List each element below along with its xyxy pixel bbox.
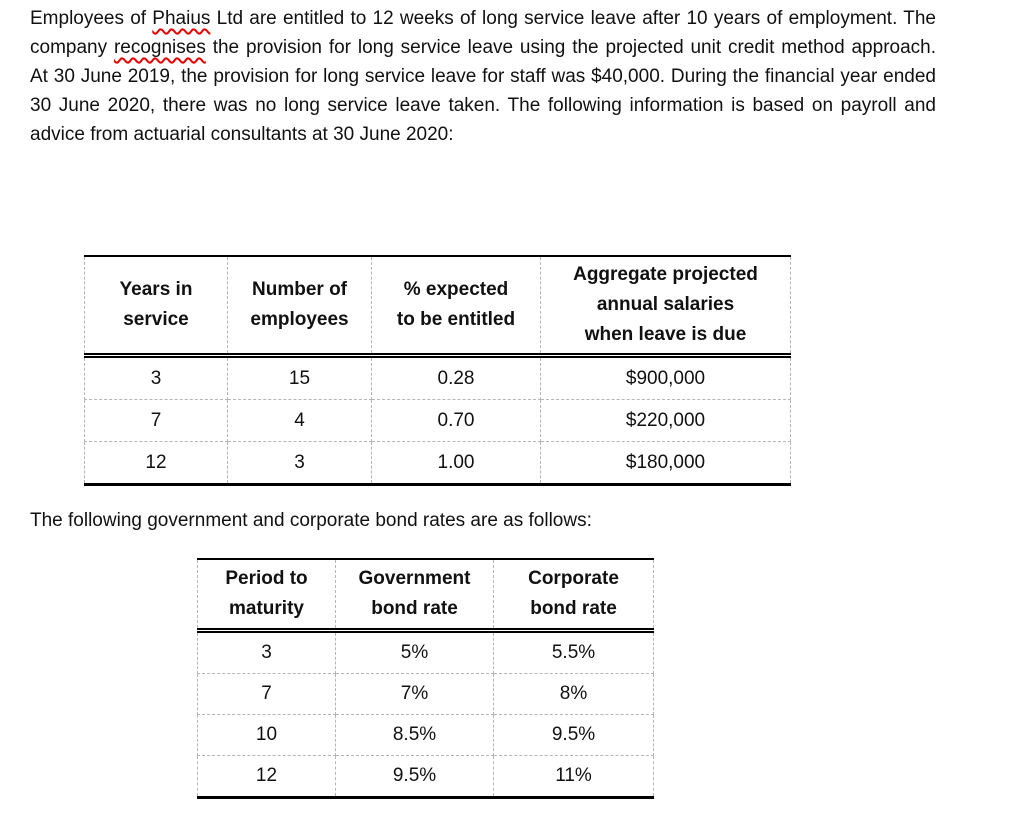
bond-table: Period to maturity Government bond rate Co… — [197, 558, 654, 799]
table-cell: 5.5% — [493, 630, 654, 674]
table-cell: 7 — [84, 399, 228, 442]
table-cell: 9.5% — [493, 714, 654, 756]
text-segment: the provision for long service leave usi… — [30, 37, 937, 145]
table-cell: 7% — [335, 673, 494, 715]
column-header: Number of employees — [227, 255, 372, 358]
salary-table-head: Years in service Number of employees% exp… — [84, 255, 791, 358]
table-cell: $900,000 — [540, 355, 791, 400]
salary-table: Years in service Number of employees% exp… — [84, 255, 791, 486]
table-cell: $220,000 — [540, 399, 791, 442]
table-cell: 8.5% — [335, 714, 494, 756]
table-cell: 15 — [227, 355, 372, 400]
table-cell: 7 — [197, 673, 336, 715]
column-header: % expected to be entitled — [371, 255, 541, 358]
intro-paragraph: Employees of Phaius Ltd are entitled to … — [30, 4, 936, 149]
table-row: 10 8.5% 9.5% — [197, 714, 654, 756]
salary-table-header-row: Years in service Number of employees% exp… — [84, 255, 791, 358]
table-cell: 11% — [493, 755, 654, 798]
bond-table-body: 3 5% 5.5% 7 7% 8% 10 8.5% 9.5% 12 9.5% 11% — [197, 630, 654, 798]
table-cell: 5% — [335, 630, 494, 674]
table-cell: 3 — [197, 630, 336, 674]
table-cell: 4 — [227, 399, 372, 442]
table-cell: 0.28 — [371, 355, 541, 400]
column-header: Corporate bond rate — [493, 558, 654, 633]
bond-table-header-row: Period to maturity Government bond rate Co… — [197, 558, 654, 633]
bond-rates-intro: The following government and corporate b… — [30, 510, 592, 531]
table-row: 7 4 0.70 $220,000 — [84, 399, 791, 442]
text-segment: Employees of — [30, 8, 153, 29]
table-cell: 10 — [197, 714, 336, 756]
text-segment: Ltd are entitled to 12 weeks of long ser… — [30, 8, 936, 58]
table-cell: 3 — [84, 355, 228, 400]
table-cell: 12 — [84, 441, 228, 485]
table-row: 12 3 1.00 $180,000 — [84, 441, 791, 485]
table-cell: $180,000 — [540, 441, 791, 485]
misspelled-word: recognises — [113, 37, 206, 58]
table-row: 3 15 0.28 $900,000 — [84, 355, 791, 400]
table-cell: 0.70 — [371, 399, 541, 442]
column-header: Years in service — [84, 255, 228, 358]
misspelled-word: Phaius — [152, 8, 211, 29]
column-header: Government bond rate — [335, 558, 494, 633]
table-row: 7 7% 8% — [197, 673, 654, 715]
table-cell: 8% — [493, 673, 654, 715]
column-header: Aggregate projected annual salaries when… — [540, 255, 791, 358]
table-row: 3 5% 5.5% — [197, 630, 654, 674]
table-cell: 1.00 — [371, 441, 541, 485]
column-header: Period to maturity — [197, 558, 336, 633]
bond-table-head: Period to maturity Government bond rate Co… — [197, 558, 654, 633]
salary-table-body: 3 15 0.28 $900,000 7 4 0.70 $220,000 12 3 1.00 $180… — [84, 355, 791, 485]
table-cell: 12 — [197, 755, 336, 798]
table-cell: 3 — [227, 441, 372, 485]
table-cell: 9.5% — [335, 755, 494, 798]
table-row: 12 9.5% 11% — [197, 755, 654, 798]
